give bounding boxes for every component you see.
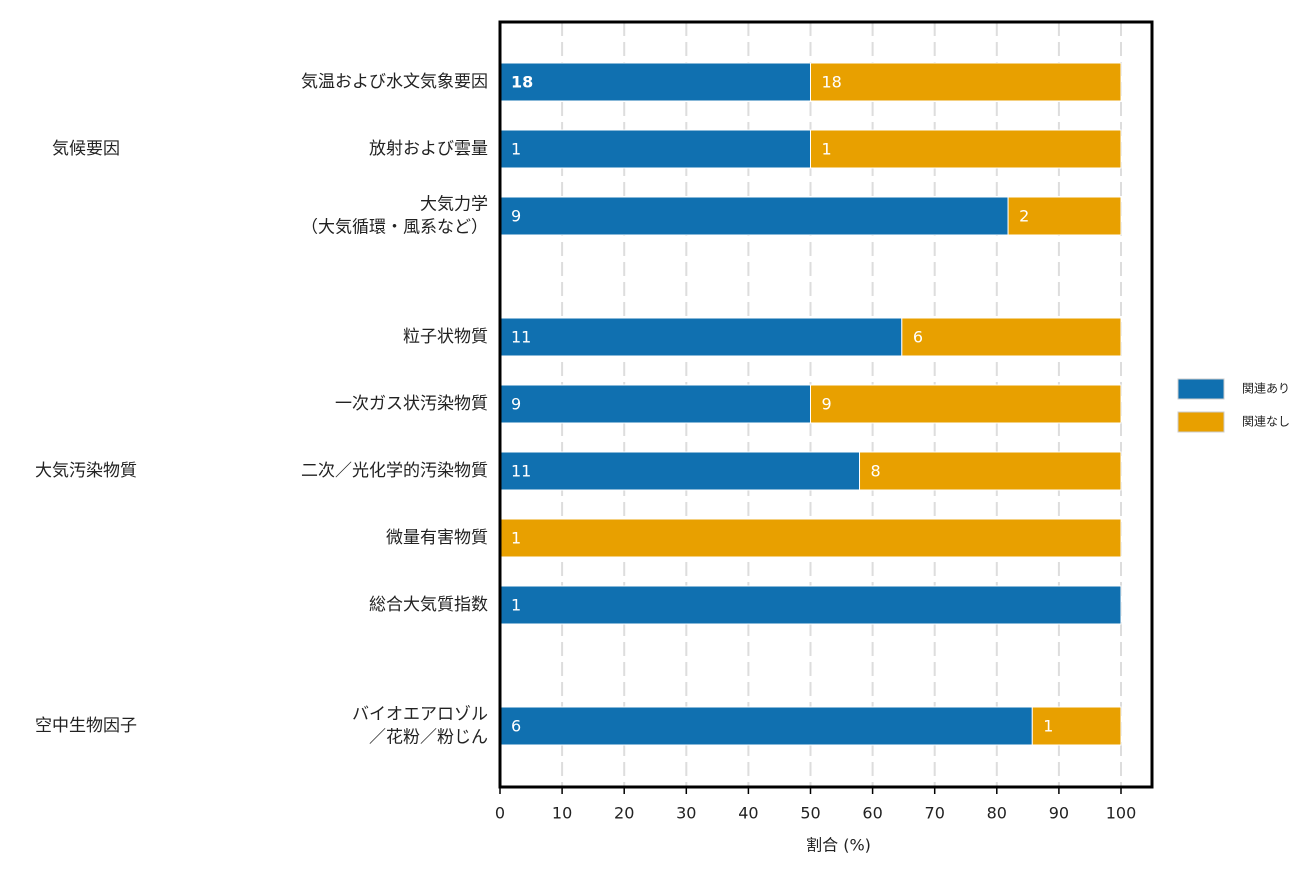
data-label: 1 (511, 529, 521, 548)
data-label: 6 (511, 717, 521, 736)
x-tick-label: 20 (614, 804, 634, 823)
category-label: 二次／光化学的汚染物質 (301, 461, 488, 481)
legend-swatch (1177, 411, 1225, 433)
legend-swatch (1177, 378, 1225, 400)
category-label: 気温および水文気象要因 (301, 72, 488, 92)
bar-segment (810, 384, 1122, 424)
legend-label: 関連なし (1242, 415, 1290, 429)
data-label: 9 (822, 395, 832, 414)
category-label: 微量有害物質 (386, 528, 488, 548)
bar-segment (901, 317, 1122, 357)
x-tick-label: 80 (987, 804, 1007, 823)
x-tick-label: 0 (495, 804, 505, 823)
x-tick-label: 90 (1049, 804, 1069, 823)
x-tick-label: 70 (925, 804, 945, 823)
bar-segment (810, 129, 1122, 169)
bar-segment (859, 451, 1122, 491)
data-label: 8 (871, 462, 881, 481)
bar-segment (499, 129, 811, 169)
data-label: 18 (511, 73, 533, 92)
bar-segment (499, 518, 1122, 558)
data-label: 1 (822, 140, 832, 159)
x-tick-label: 30 (676, 804, 696, 823)
data-label: 11 (511, 328, 531, 347)
x-tick-label: 100 (1106, 804, 1137, 823)
legend-label: 関連あり (1242, 382, 1290, 396)
bar-segment (499, 706, 1033, 746)
category-label: 大気力学 (420, 195, 488, 215)
bar-segment (499, 384, 811, 424)
data-label: 1 (511, 596, 521, 615)
category-label: 一次ガス状汚染物質 (335, 394, 488, 414)
data-label: 2 (1019, 207, 1029, 226)
x-tick-label: 50 (800, 804, 820, 823)
group-label: 空中生物因子 (35, 716, 137, 736)
bar-segment (499, 317, 903, 357)
category-label: バイオエアロゾル (352, 705, 488, 725)
category-label: 粒子状物質 (403, 327, 488, 347)
bar-segment (499, 196, 1009, 236)
bar-segment (810, 62, 1122, 102)
data-label: 1 (1043, 717, 1053, 736)
data-label: 11 (511, 462, 531, 481)
data-label: 6 (913, 328, 923, 347)
category-label: 放射および雲量 (369, 139, 488, 159)
bar-segment (499, 451, 861, 491)
data-label: 9 (511, 395, 521, 414)
data-label: 18 (822, 73, 842, 92)
bar-segment (1031, 706, 1122, 746)
bar-segment (1007, 196, 1122, 236)
category-label: 総合大気質指数 (369, 595, 488, 615)
group-label: 大気汚染物質 (35, 461, 137, 481)
category-label: （大気循環・風系など） (301, 218, 488, 238)
x-tick-label: 60 (862, 804, 882, 823)
group-label: 気候要因 (52, 139, 120, 159)
x-tick-label: 40 (738, 804, 758, 823)
x-axis-label: 割合 (%) (806, 836, 871, 855)
data-label: 9 (511, 207, 521, 226)
bar-segment (499, 585, 1122, 625)
data-label: 1 (511, 140, 521, 159)
plot-frame (498, 20, 1154, 789)
bar-segment (499, 62, 811, 102)
x-tick-label: 10 (552, 804, 572, 823)
category-label: ／花粉／粉じん (369, 728, 488, 748)
